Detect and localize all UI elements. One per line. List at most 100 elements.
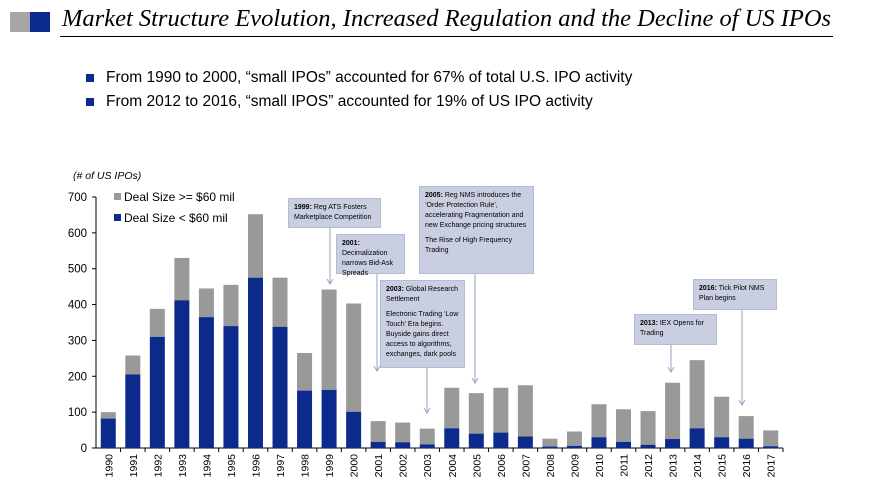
- bullet-square-icon: [86, 74, 94, 82]
- bar-small-deal: [223, 326, 239, 448]
- x-tick-label: 2014: [692, 454, 704, 478]
- bar-small-deal: [738, 438, 754, 448]
- y-tick-label: 100: [68, 407, 87, 419]
- bar-large-deal: [419, 428, 435, 445]
- annotation-2016: 2016: Tick Pilot NMS Plan begins: [693, 279, 777, 310]
- bar-small-deal: [198, 317, 214, 448]
- bar-small-deal: [100, 418, 116, 448]
- annotation-year: 1999:: [294, 204, 312, 211]
- bar-large-deal: [689, 360, 705, 429]
- bar-large-deal: [370, 421, 386, 442]
- annotation-text: Reg NMS introduces the ‘Order Protection…: [425, 192, 527, 229]
- x-tick-label: 1993: [177, 454, 189, 478]
- y-tick-label: 200: [68, 371, 87, 383]
- x-tick-label: 2008: [545, 454, 557, 478]
- annotation-year: 2013:: [640, 320, 658, 327]
- bar-small-deal: [321, 389, 337, 448]
- bar-small-deal: [714, 437, 730, 448]
- legend-label: Deal Size < $60 mil: [124, 211, 228, 225]
- x-tick-label: 1998: [300, 454, 312, 478]
- bar-large-deal: [566, 431, 582, 446]
- bar-small-deal: [149, 336, 165, 448]
- bullet-item: From 2012 to 2016, “small IPOS” accounte…: [86, 90, 632, 114]
- bar-large-deal: [763, 430, 779, 447]
- bar-large-deal: [321, 289, 337, 390]
- bullet-item: From 1990 to 2000, “small IPOs” accounte…: [86, 66, 632, 90]
- bar-large-deal: [272, 277, 288, 327]
- bar-small-deal: [493, 432, 509, 448]
- y-tick-label: 400: [68, 300, 87, 312]
- bar-small-deal: [640, 444, 656, 448]
- bar-small-deal: [517, 436, 533, 448]
- y-tick-label: 500: [68, 264, 87, 276]
- bar-small-deal: [566, 445, 582, 448]
- bar-small-deal: [763, 446, 779, 448]
- legend-swatch: [114, 193, 121, 200]
- bar-small-deal: [395, 442, 411, 448]
- x-tick-label: 2003: [422, 454, 434, 478]
- y-tick-label: 0: [81, 443, 87, 455]
- y-tick-label: 700: [68, 192, 87, 204]
- arrow-head-icon: [373, 365, 381, 372]
- legend-label: Deal Size >= $60 mil: [124, 190, 235, 204]
- x-tick-label: 1990: [103, 454, 115, 478]
- x-tick-label: 2016: [741, 454, 753, 478]
- annotation-2003: 2003: Global Research Settlement Electro…: [380, 280, 465, 368]
- annotation-year: 2005:: [425, 192, 443, 199]
- header-blue-square: [30, 12, 50, 32]
- bar-large-deal: [591, 404, 607, 438]
- bar-large-deal: [223, 284, 239, 327]
- x-tick-label: 1991: [128, 454, 140, 478]
- bar-small-deal: [468, 433, 484, 448]
- bar-large-deal: [665, 382, 681, 440]
- bar-small-deal: [591, 437, 607, 448]
- bar-small-deal: [542, 446, 558, 448]
- arrow-head-icon: [471, 377, 479, 384]
- bar-small-deal: [419, 444, 435, 448]
- bar-large-deal: [174, 257, 190, 301]
- x-tick-label: 1997: [275, 454, 287, 478]
- y-tick-label: 300: [68, 335, 87, 347]
- x-tick-label: 2011: [619, 454, 631, 477]
- x-tick-label: 1992: [152, 454, 164, 478]
- annotation-year: 2001:: [342, 240, 360, 247]
- bar-small-deal: [247, 277, 263, 448]
- annotation-2005: 2005: Reg NMS introduces the ‘Order Prot…: [419, 186, 534, 274]
- x-tick-label: 2012: [643, 454, 655, 478]
- bar-large-deal: [517, 385, 533, 437]
- annotation-2001: 2001: Decimalization narrows Bid-Ask Spr…: [336, 234, 405, 277]
- annotation-text: IEX Opens for Trading: [640, 320, 704, 337]
- bar-large-deal: [640, 411, 656, 445]
- bar-small-deal: [174, 300, 190, 448]
- annotation-text: Global Research Settlement: [386, 286, 458, 303]
- bar-small-deal: [689, 428, 705, 448]
- arrow-head-icon: [738, 399, 746, 406]
- annotation-text-2: The Rise of High Frequency Trading: [425, 237, 513, 254]
- header-gray-square: [10, 12, 30, 32]
- annotation-year: 2003:: [386, 286, 404, 293]
- bar-small-deal: [297, 390, 313, 448]
- bar-large-deal: [198, 288, 214, 318]
- annotation-1999: 1999: Reg ATS Fosters Marketplace Compet…: [288, 198, 381, 228]
- x-tick-label: 2000: [349, 454, 361, 478]
- bar-large-deal: [444, 387, 460, 429]
- x-tick-label: 2010: [594, 454, 606, 478]
- bar-large-deal: [616, 409, 632, 442]
- x-tick-label: 2007: [520, 454, 532, 478]
- arrow-head-icon: [423, 407, 431, 414]
- x-tick-label: 1995: [226, 454, 238, 478]
- bar-large-deal: [493, 387, 509, 433]
- title-rule: [60, 36, 833, 37]
- bar-small-deal: [444, 428, 460, 448]
- bar-small-deal: [370, 441, 386, 448]
- x-tick-label: 2001: [373, 454, 385, 478]
- annotation-text: Decimalization narrows Bid-Ask Spreads: [342, 250, 393, 277]
- x-tick-label: 1994: [201, 454, 213, 478]
- bar-small-deal: [616, 441, 632, 448]
- bar-large-deal: [395, 422, 411, 443]
- bar-large-deal: [149, 308, 165, 337]
- x-tick-label: 2005: [471, 454, 483, 478]
- annotation-text: Reg ATS Fosters Marketplace Competition: [294, 204, 372, 221]
- bar-large-deal: [542, 438, 558, 447]
